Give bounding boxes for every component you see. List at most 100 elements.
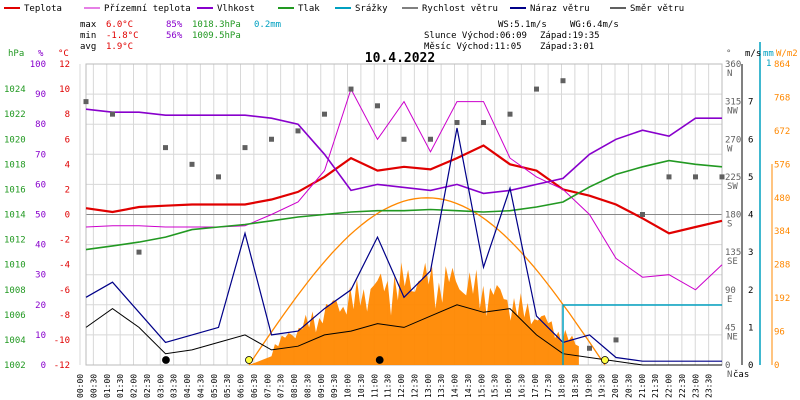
time-tick: 01:00 <box>103 374 112 398</box>
deg-tick: 90 <box>725 286 736 296</box>
ms-tick: 1 <box>748 323 753 333</box>
dir-tick: E <box>727 295 732 305</box>
legend-temp: Teplota <box>24 4 62 14</box>
axis-title-mm: mm <box>763 49 774 59</box>
dir-mark <box>507 111 513 117</box>
time-tick: 14:00 <box>451 374 460 398</box>
time-tick: 16:00 <box>504 374 513 398</box>
deg-tick: 180 <box>725 211 741 221</box>
stats-max-temp: 6.0°C <box>106 20 133 30</box>
chart-title: 10.4.2022 <box>365 51 435 66</box>
time-tick: 06:00 <box>237 374 246 398</box>
stats-max-hum: 85% <box>166 20 183 30</box>
sun-moon-marker <box>601 356 609 364</box>
dir-mark <box>216 174 221 180</box>
dir-tick: NW <box>727 107 738 117</box>
time-tick: 13:00 <box>424 374 433 398</box>
deg-tick: 270 <box>725 135 741 145</box>
degc-tick: -6 <box>59 286 70 296</box>
solar-curve <box>248 197 606 366</box>
time-tick: 15:00 <box>477 374 486 398</box>
time-tick: 16:30 <box>517 374 526 398</box>
ms-tick: 7 <box>748 98 753 108</box>
stats-min-press: 1009.5hPa <box>192 31 241 41</box>
time-tick: 12:30 <box>410 374 419 398</box>
hpa-tick: 1004 <box>4 336 26 346</box>
time-tick: 01:30 <box>116 374 125 398</box>
time-tick: 04:00 <box>183 374 192 398</box>
pct-tick: 100 <box>30 60 46 70</box>
wm2-tick: 96 <box>774 328 785 338</box>
hpa-tick: 1010 <box>4 261 26 271</box>
ms-tick: 4 <box>748 211 753 221</box>
stats-min-hum: 56% <box>166 31 183 41</box>
wm2-tick: 768 <box>774 93 790 103</box>
series-Teplota <box>85 144 723 235</box>
time-tick: 09:30 <box>330 374 339 398</box>
ms-tick: 5 <box>748 173 753 183</box>
sun-moon-marker <box>162 356 170 364</box>
solar-radiation <box>248 197 606 366</box>
wind-direction-marks <box>83 78 725 351</box>
wm2-tick: 672 <box>774 127 790 137</box>
axis-title-wm2: W/m2 <box>776 49 798 59</box>
time-tick: 05:00 <box>210 374 219 398</box>
time-tick: 00:30 <box>89 374 98 398</box>
time-tick: 18:00 <box>558 374 567 398</box>
time-tick: 10:30 <box>357 374 366 398</box>
dir-mark <box>454 120 460 126</box>
degc-tick: -2 <box>59 236 70 246</box>
hpa-tick: 1012 <box>4 236 26 246</box>
dir-tick: SW <box>727 182 738 192</box>
hpa-tick: 1014 <box>4 211 26 221</box>
legend-press: Tlak <box>298 4 320 14</box>
dir-tick: S <box>727 220 732 230</box>
solar-area <box>249 262 579 365</box>
hpa-tick: 1016 <box>4 185 26 195</box>
dir-mark <box>428 136 433 142</box>
stats-min-temp: -1.8°C <box>106 31 139 41</box>
legend: Teplota Přízemní teplota Vlhkost Tlak Sr… <box>4 4 684 14</box>
series-Náraz větru <box>85 127 722 362</box>
axis-title-pct: % <box>38 49 44 59</box>
ms-tick: 2 <box>748 286 753 296</box>
sun-moon-marker <box>375 356 384 364</box>
time-tick: 06:30 <box>250 374 259 398</box>
info-sun-set: Západ:19:35 <box>540 31 600 41</box>
time-tick: 07:30 <box>277 374 286 398</box>
sun-moon-marker <box>245 356 253 364</box>
dir-mark <box>613 337 619 343</box>
dir-mark <box>348 86 354 92</box>
hpa-tick: 1018 <box>4 160 26 170</box>
degc-tick: 4 <box>65 160 70 170</box>
dir-mark <box>110 111 115 117</box>
dir-mark <box>666 174 672 180</box>
stats-avg-temp: 1.9°C <box>106 42 133 52</box>
dir-mark <box>242 145 248 151</box>
deg-tick: 0 <box>725 361 730 371</box>
pct-tick: 50 <box>35 211 46 221</box>
time-tick: 00:00 <box>76 374 85 398</box>
time-tick: 22:00 <box>665 374 674 398</box>
stats-min-label: min <box>80 31 96 41</box>
deg-tick: 225 <box>725 173 741 183</box>
time-tick: 21:30 <box>651 374 660 398</box>
info-wg: WG:6.4m/s <box>570 20 619 30</box>
time-tick: 08:00 <box>290 374 299 398</box>
wm2-tick: 288 <box>774 261 790 271</box>
hpa-tick: 1002 <box>4 361 26 371</box>
axis-title-deg: ° <box>726 49 731 59</box>
legend-rain: Srážky <box>355 4 388 14</box>
time-tick: 05:30 <box>223 374 232 398</box>
dir-tick: SE <box>727 257 738 267</box>
wm2-tick: 192 <box>774 294 790 304</box>
hpa-tick: 1024 <box>4 85 26 95</box>
dir-mark <box>163 145 168 151</box>
series-Vlhkost <box>85 108 722 195</box>
time-tick: 18:30 <box>571 374 580 398</box>
time-tick: 03:30 <box>170 374 179 398</box>
time-tick: 02:00 <box>130 374 139 398</box>
degc-tick: -12 <box>54 361 70 371</box>
deg-tick: 315 <box>725 98 741 108</box>
